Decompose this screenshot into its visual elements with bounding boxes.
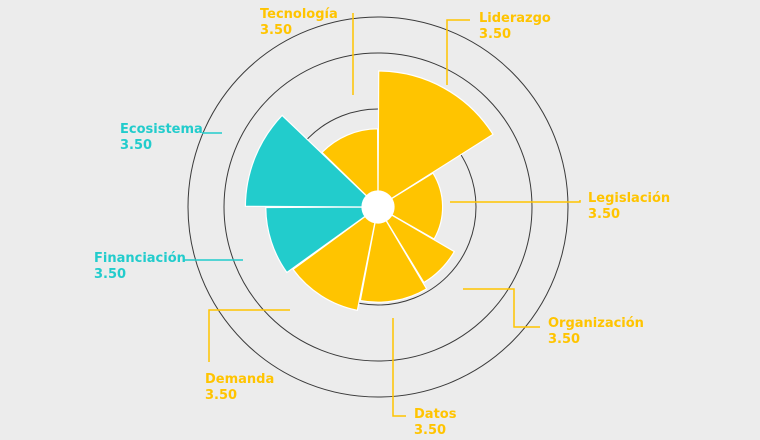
grid-ring-2 [223, 52, 533, 362]
value-datos: 3.50 [414, 423, 446, 438]
label-datos: Datos [414, 407, 457, 422]
label-financiación: Financiación [94, 251, 186, 266]
label-organización: Organización [548, 316, 644, 331]
label-demanda: Demanda [205, 372, 274, 387]
leader-line-legislación [450, 200, 581, 203]
value-legislación: 3.50 [588, 207, 620, 222]
value-liderazgo: 3.50 [479, 27, 511, 42]
sectors [244, 70, 494, 312]
value-organización: 3.50 [548, 332, 580, 347]
value-tecnología: 3.50 [260, 23, 292, 38]
sector-financiación [265, 206, 366, 274]
grid-ring-3 [187, 16, 569, 398]
value-demanda: 3.50 [205, 388, 237, 403]
center-hole [362, 191, 394, 223]
leader-line-liderazgo [446, 19, 470, 85]
labels: Tecnología3.50Liderazgo3.50Legislación3.… [94, 7, 670, 438]
label-tecnología: Tecnología [260, 7, 338, 22]
leader-line-datos [392, 318, 406, 417]
leader-line-organización [463, 288, 540, 328]
value-financiación: 3.50 [94, 267, 126, 282]
label-ecosistema: Ecosistema [120, 122, 203, 137]
label-liderazgo: Liderazgo [479, 11, 551, 26]
label-legislación: Legislación [588, 191, 670, 206]
leader-line-demanda [208, 309, 290, 362]
value-ecosistema: 3.50 [120, 138, 152, 153]
